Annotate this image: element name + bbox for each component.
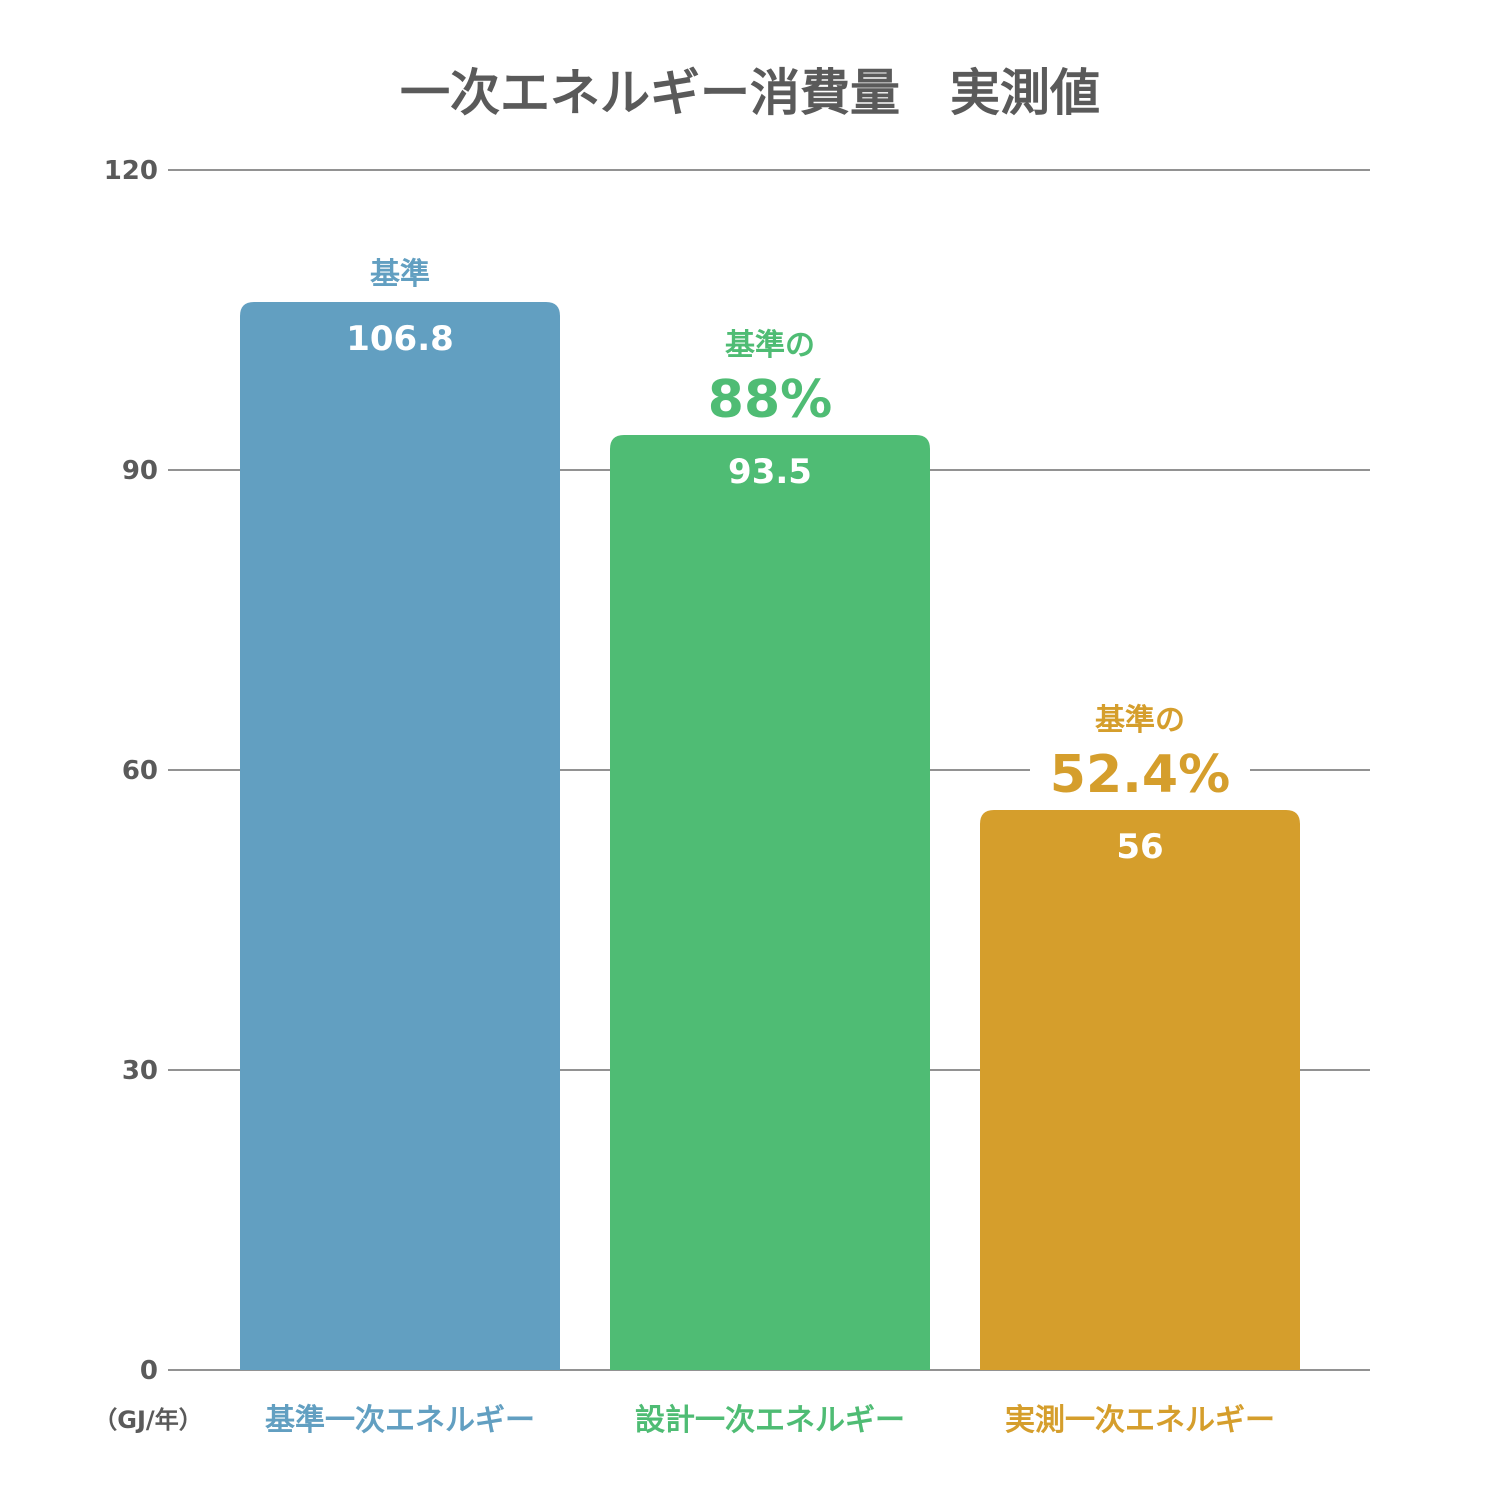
annotation-mask-3 [1030, 734, 1250, 800]
unit-label: （GJ/年） [93, 1406, 202, 1434]
bars [240, 302, 1300, 1370]
bar-2 [610, 435, 930, 1370]
y-tick-label-60: 60 [122, 756, 158, 786]
category-label-2: 設計一次エネルギー [635, 1403, 905, 1438]
bar-3 [980, 810, 1300, 1370]
annotation-label-2: 基準の [725, 328, 815, 363]
y-tick-label-30: 30 [122, 1056, 158, 1086]
annotation-label-3: 基準の [1095, 703, 1185, 738]
annotation-percent-3: 52.4% [1050, 745, 1230, 805]
bar-value-label-2: 93.5 [728, 452, 812, 492]
y-tick-label-120: 120 [104, 156, 158, 186]
bar-value-label-3: 56 [1116, 827, 1163, 867]
annotation-percent-2: 88% [708, 370, 832, 430]
y-tick-label-90: 90 [122, 456, 158, 486]
annotation-mask-2 [660, 359, 880, 425]
bar-1 [240, 302, 560, 1370]
bar-value-label-1: 106.8 [346, 319, 454, 359]
annotation-label-1: 基準 [370, 257, 430, 292]
y-tick-label-0: 0 [140, 1356, 158, 1386]
category-label-1: 基準一次エネルギー [265, 1403, 535, 1438]
category-label-3: 実測一次エネルギー [1005, 1403, 1275, 1438]
chart-title: 一次エネルギー消費量 実測値 [400, 64, 1100, 122]
